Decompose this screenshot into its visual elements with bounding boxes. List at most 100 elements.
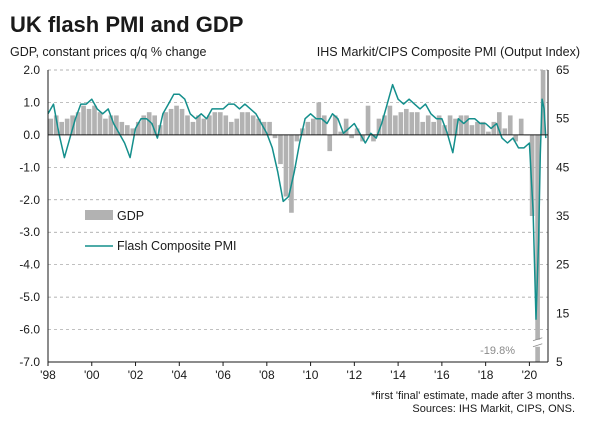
gdp-bar <box>174 105 179 135</box>
gdp-bar <box>453 118 458 135</box>
bar-break-mark <box>532 337 543 342</box>
gdp-bar <box>103 118 108 135</box>
right-tick-label: 55 <box>556 112 570 126</box>
gdp-bar <box>431 121 436 135</box>
x-tick-label: '04 <box>171 368 187 382</box>
gdp-bar <box>354 128 360 135</box>
gdp-bar <box>234 118 240 135</box>
gdp-bar <box>529 134 535 216</box>
gdp-bar <box>409 112 415 135</box>
pmi-line <box>47 83 547 320</box>
gdp-bar <box>239 112 245 135</box>
gdp-bar <box>365 105 371 135</box>
right-tick-label: 45 <box>556 160 570 174</box>
gdp-bar <box>196 115 201 135</box>
left-tick-label: -6.0 <box>19 323 40 337</box>
left-tick-label: 1.0 <box>23 95 40 109</box>
bar-break <box>532 339 543 347</box>
gdp-bar <box>97 112 103 135</box>
gdp-bar <box>278 134 283 165</box>
gdp-bar <box>398 112 404 135</box>
gdp-bar <box>343 118 349 135</box>
bar-break-mark <box>532 343 543 348</box>
axes <box>47 70 549 366</box>
gdp-bar <box>217 112 223 135</box>
gdp-bar <box>294 134 300 142</box>
gdp-bar <box>382 115 387 135</box>
right-tick-label: 35 <box>556 209 570 223</box>
gdp-bar <box>310 118 316 135</box>
gdp-bar <box>496 112 502 135</box>
x-tick-label: '14 <box>390 368 406 382</box>
left-tick-label: 0.0 <box>23 128 40 142</box>
gdp-bar <box>403 108 409 135</box>
gdp-bar <box>502 128 508 135</box>
gdp-bar <box>48 118 54 135</box>
x-tick-label: '10 <box>303 368 319 382</box>
gdp-bar <box>59 121 65 135</box>
left-tick-label: -5.0 <box>19 290 40 304</box>
right-tick-label: 25 <box>556 258 570 272</box>
gdp-bar <box>135 121 141 135</box>
gdp-bar <box>185 115 190 135</box>
gdp-bar <box>305 121 311 135</box>
gdp-bar <box>256 118 261 135</box>
gdp-bar <box>338 131 343 135</box>
gdp-bar <box>458 115 464 135</box>
left-tick-label: 2.0 <box>23 63 40 77</box>
gdp-bar <box>283 134 289 197</box>
gdp-annotation: -19.8% <box>480 345 515 357</box>
gdp-bar <box>371 134 376 142</box>
gdp-bar <box>321 115 327 135</box>
gdp-bar <box>223 115 229 135</box>
gdp-bar <box>179 108 185 135</box>
gdp-bar <box>447 115 453 135</box>
left-tick-label: -4.0 <box>19 258 40 272</box>
gdp-bar <box>327 134 333 152</box>
pmi-line-group <box>47 83 547 320</box>
x-tick-label: '12 <box>347 368 363 382</box>
left-axis-label: GDP, constant prices q/q % change <box>10 45 206 59</box>
left-tick-label: -2.0 <box>19 193 40 207</box>
gdp-bar <box>108 115 114 135</box>
right-tick-label: 15 <box>556 306 570 320</box>
gdp-bar <box>207 115 212 135</box>
x-tick-label: '20 <box>522 368 538 382</box>
gdp-bar <box>53 115 59 135</box>
gdp-bar <box>212 112 218 135</box>
source-note: Sources: IHS Markit, CIPS, ONS. <box>412 403 575 415</box>
x-tick-label: '98 <box>40 368 56 382</box>
gdp-bar <box>480 121 486 135</box>
gdp-bars <box>48 70 546 362</box>
gdp-bar <box>152 115 157 135</box>
gdp-bar <box>250 115 256 135</box>
gdp-bar <box>124 125 130 135</box>
footnote: *first 'final' estimate, made after 3 mo… <box>371 390 575 402</box>
gdp-bar <box>86 108 92 135</box>
gdp-bar <box>442 125 447 135</box>
x-tick-label: '00 <box>84 368 100 382</box>
left-tick-label: -7.0 <box>19 355 40 369</box>
left-tick-label: -1.0 <box>19 160 40 174</box>
gdp-bar <box>141 115 147 135</box>
x-tick-label: '16 <box>434 368 450 382</box>
right-tick-label: 65 <box>556 63 570 77</box>
x-tick-label: '02 <box>128 368 144 382</box>
gdp-bar <box>119 121 125 135</box>
gdp-bar <box>163 112 168 135</box>
gdp-bar <box>168 108 174 135</box>
gdp-bar <box>92 105 97 135</box>
legend-gdp-label: GDP <box>117 209 144 223</box>
x-tick-label: '06 <box>215 368 231 382</box>
gdp-bar <box>114 115 119 135</box>
gdp-bar <box>518 118 524 135</box>
gdp-bar <box>513 134 519 142</box>
gdp-bar <box>332 115 338 135</box>
gdp-bar <box>64 118 70 135</box>
gdp-bar <box>75 112 81 135</box>
legend: GDP Flash Composite PMI <box>85 209 236 253</box>
gdp-bar <box>267 121 272 135</box>
gdp-bar <box>289 134 294 213</box>
x-tick-label: '08 <box>259 368 275 382</box>
